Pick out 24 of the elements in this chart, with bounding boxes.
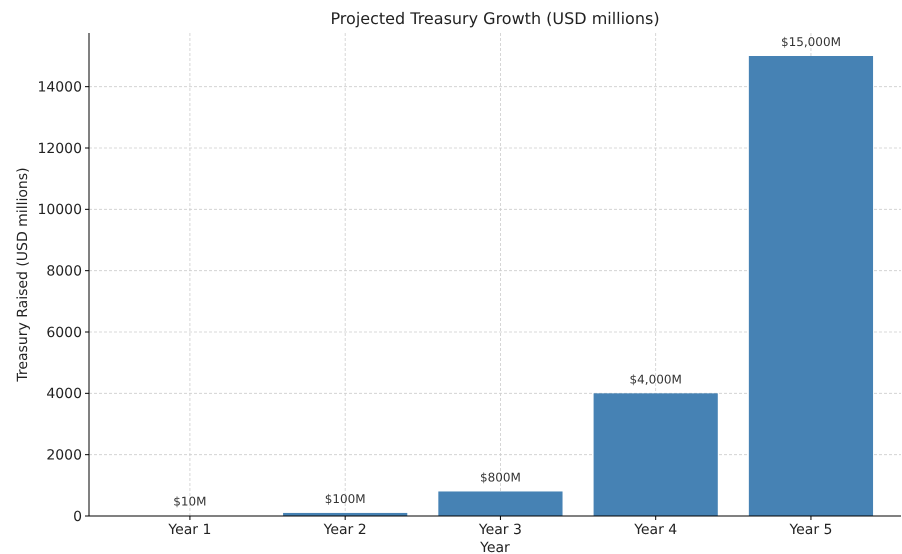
y-tick-label: 6000 [46, 324, 82, 341]
data-label: $15,000M [780, 35, 841, 49]
y-tick-label: 14000 [37, 80, 82, 96]
y-tick-label: 0 [73, 508, 82, 525]
x-tick-label: Year 5 [788, 522, 832, 538]
bar [438, 491, 563, 516]
bar [594, 393, 718, 516]
y-tick-label: 8000 [46, 264, 82, 280]
x-tick-label: Year 4 [633, 522, 678, 538]
data-label: $800M [480, 470, 521, 484]
x-tick-label: Year 2 [322, 522, 367, 538]
y-tick-label: 10000 [37, 202, 82, 218]
x-tick-label: Year 1 [167, 522, 212, 538]
data-label: $100M [324, 492, 366, 506]
bar [748, 56, 874, 516]
data-label: $4,000M [630, 372, 682, 386]
x-tick-label: Year 3 [478, 522, 522, 538]
x-axis-title: Year [479, 540, 510, 554]
chart-title: Projected Treasury Growth (USD millions) [330, 9, 660, 28]
data-label: $10M [173, 494, 207, 509]
y-tick-label: 2000 [46, 448, 82, 464]
y-axis-title: Treasury Raised (USD millions) [15, 167, 31, 383]
y-tick-label: 12000 [37, 140, 82, 157]
y-tick-label: 4000 [46, 386, 82, 402]
